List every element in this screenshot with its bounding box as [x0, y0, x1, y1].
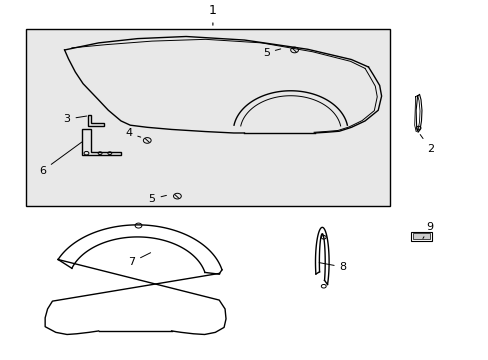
Text: 8: 8: [319, 262, 346, 272]
Text: 5: 5: [263, 48, 280, 58]
Text: 9: 9: [422, 222, 433, 238]
Text: 7: 7: [128, 253, 150, 267]
Text: 4: 4: [125, 129, 141, 138]
Bar: [412, 233, 429, 239]
Text: 5: 5: [148, 194, 166, 204]
Bar: [410, 232, 431, 241]
Text: 2: 2: [419, 135, 433, 154]
Bar: [26, 29, 389, 206]
Text: 1: 1: [208, 4, 216, 25]
Text: 6: 6: [39, 142, 81, 176]
Text: 3: 3: [63, 114, 86, 124]
